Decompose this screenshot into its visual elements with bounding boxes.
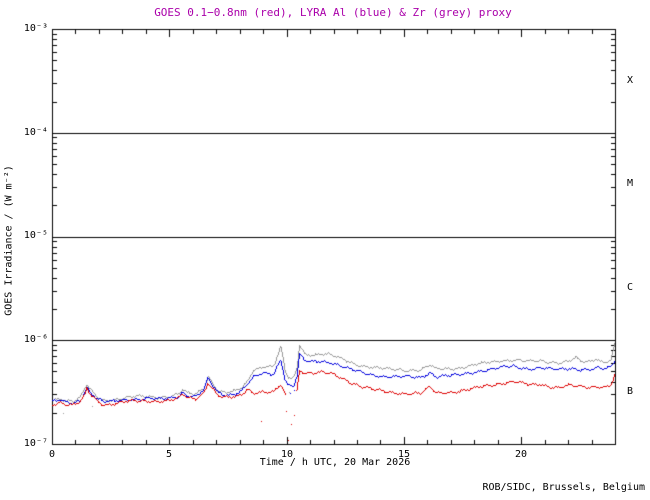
x-axis-tick-label: 0 [48, 449, 56, 460]
y-axis-tick-label: 10⁻⁴ [23, 127, 48, 138]
x-axis-tick-label: 10 [280, 449, 294, 460]
flare-class-label-c: C [627, 282, 634, 293]
y-axis-tick-label: 10⁻⁵ [23, 230, 48, 241]
x-axis-label: Time / h UTC, 20 Mar 2026 [259, 457, 411, 468]
chart-title: GOES 0.1−0.8nm (red), LYRA Al (blue) & Z… [154, 6, 512, 19]
y-axis-tick-label: 10⁻³ [23, 23, 48, 34]
x-axis-tick-label: 5 [165, 449, 173, 460]
flare-class-label-x: X [627, 75, 634, 86]
y-axis-tick-label: 10⁻⁷ [23, 438, 48, 449]
y-axis-tick-label: 10⁻⁶ [23, 334, 48, 345]
credit-text: ROB/SIDC, Brussels, Belgium [482, 482, 645, 493]
x-axis-tick-label: 15 [397, 449, 411, 460]
flare-class-label-m: M [627, 178, 634, 189]
x-axis-tick-label: 20 [514, 449, 528, 460]
flare-class-label-b: B [627, 386, 634, 397]
